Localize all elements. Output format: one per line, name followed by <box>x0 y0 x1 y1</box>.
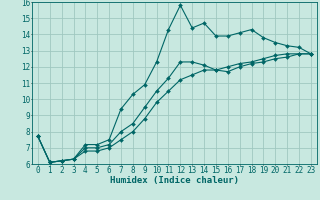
X-axis label: Humidex (Indice chaleur): Humidex (Indice chaleur) <box>110 176 239 185</box>
